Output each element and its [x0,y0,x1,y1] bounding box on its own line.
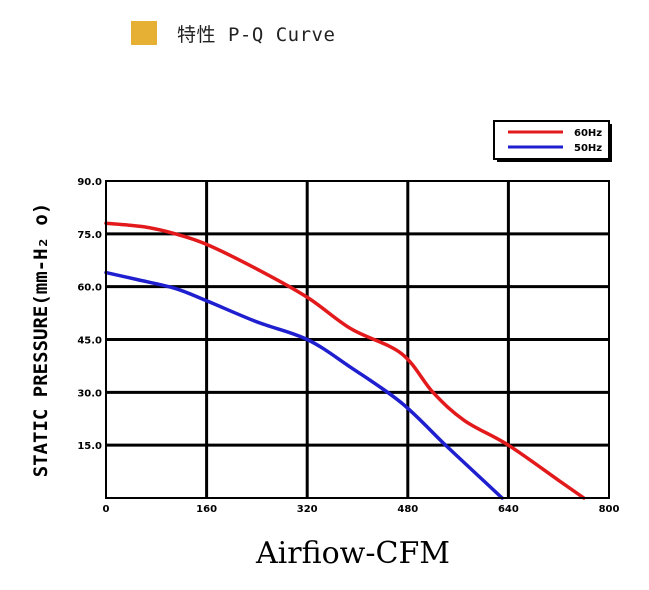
chart-header: 特性 P-Q Curve [131,20,335,46]
series-lines [104,221,586,500]
x-tick-label: 320 [297,504,318,515]
axis-ticks: 0 160 320 480 640 800 15.0 30.0 45.0 60.0 75.0 90.0 [77,177,619,515]
legend-box-shadow [497,159,612,162]
series-line-50hz [104,270,504,500]
chart-title: 特性 P-Q Curve [177,23,336,46]
y-tick-label: 45.0 [77,336,102,347]
square-icon [131,21,157,45]
series-line-60hz [104,221,586,500]
y-tick-label: 90.0 [77,177,102,188]
legend: 60Hz 50Hz [493,120,612,162]
legend-label-60hz: 60Hz [574,128,602,139]
y-tick-label: 30.0 [77,388,102,399]
x-tick-label: 0 [103,504,110,515]
x-tick-label: 160 [196,504,217,515]
x-tick-label: 640 [498,504,519,515]
y-tick-label: 15.0 [77,441,102,452]
legend-box-shadow-side [609,124,612,162]
plot-frame [105,180,610,499]
x-axis-label: Airfiow-CFM [255,536,450,571]
x-tick-label: 480 [397,504,418,515]
x-tick-label: 800 [599,504,620,515]
legend-label-50hz: 50Hz [574,143,602,154]
grid [106,181,609,498]
y-tick-label: 75.0 [77,230,102,241]
y-axis-label: STATIC PRESSURE(mm-H₂ o) [30,203,52,478]
y-tick-label: 60.0 [77,283,102,294]
